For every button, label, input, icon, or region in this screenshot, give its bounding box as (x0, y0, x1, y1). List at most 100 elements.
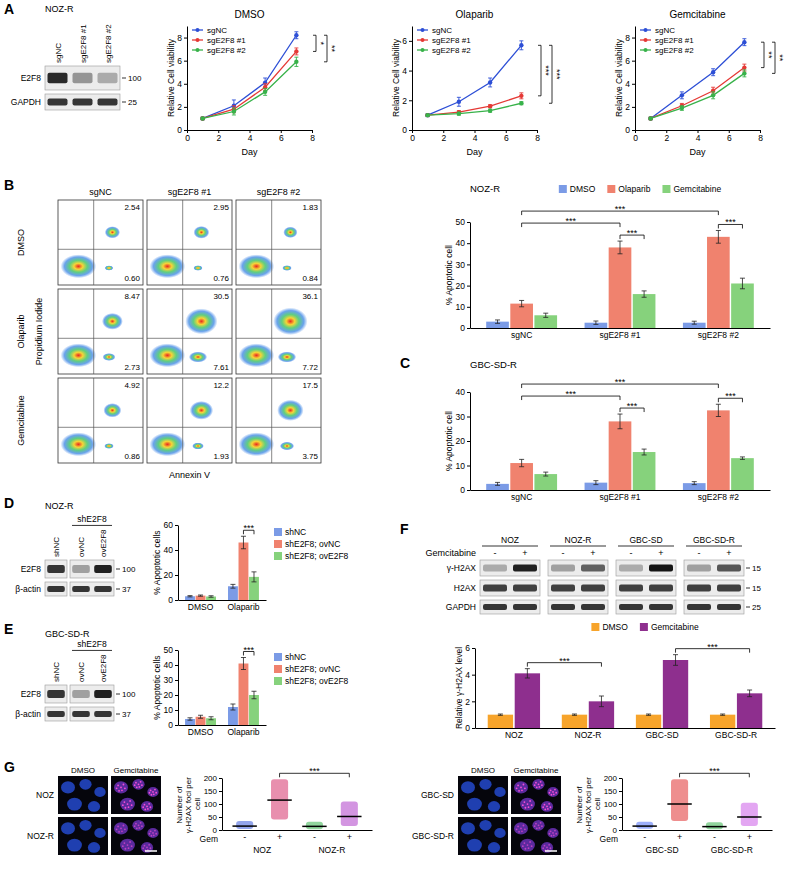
focus (554, 830, 556, 832)
row-name: E2F8 (21, 689, 42, 699)
marker (294, 33, 298, 37)
quadrant-value: 0.60 (124, 274, 140, 283)
legend-swatch (274, 665, 282, 673)
image-tile (111, 817, 161, 855)
focus (116, 828, 118, 830)
tick-mark (175, 680, 178, 681)
axis-line (470, 393, 471, 491)
band (483, 604, 507, 610)
tick: - (713, 830, 716, 842)
legend: sgNCsgE2F8 #1sgE2F8 #2 (192, 26, 246, 55)
error-bar (740, 457, 745, 459)
series-line (203, 62, 297, 119)
population (277, 400, 303, 421)
focus (122, 804, 124, 806)
focus (121, 789, 123, 791)
axis-title: Number of γ-H2AX foci per cell (575, 775, 602, 833)
tick-mark (467, 286, 470, 287)
tick-label: 2 (177, 102, 182, 112)
legend-label: shE2F8; ovNC (285, 539, 340, 549)
lane-label: + (590, 548, 595, 558)
error-bar (294, 32, 298, 39)
band (649, 564, 673, 571)
focus (550, 830, 552, 832)
tick-label: 30 (164, 675, 174, 685)
panel-letter: C (400, 355, 410, 371)
range-band (706, 822, 723, 829)
panel-letter: F (400, 521, 409, 537)
tick-label: 100 (604, 800, 618, 809)
tick: sgE2F8 #1 (599, 328, 640, 340)
tick-label: 10 (164, 705, 174, 715)
tick: + (677, 830, 682, 842)
tick: 50 (608, 813, 622, 822)
focus (531, 845, 533, 847)
axis-title: Number of γ-H2AX foci per cell (175, 775, 202, 833)
significance: ** (764, 51, 774, 59)
tick-mark (467, 466, 470, 467)
significance: ** (775, 54, 785, 62)
tick-label: 30 (456, 412, 466, 422)
focus (153, 793, 155, 795)
tick-mark (467, 328, 470, 329)
membrane (45, 582, 67, 596)
band (72, 711, 90, 717)
axis: sgNCsgE2F8 #1sgE2F8 #2 (471, 328, 771, 340)
tick: 50 (208, 813, 222, 822)
significance-bracket (761, 42, 764, 67)
tick: 2 (441, 130, 446, 143)
focus (540, 822, 542, 824)
significance: *** (552, 69, 562, 80)
error-bar (294, 57, 298, 66)
nucleus (79, 779, 91, 790)
focus (517, 785, 519, 787)
tick-mark (467, 417, 470, 418)
error-bar (618, 241, 623, 254)
tick-label: 4 (248, 133, 253, 143)
lane-label: + (726, 548, 731, 558)
tick-label: - (243, 832, 246, 842)
axis-title-line: % Apoptotic cell (444, 245, 454, 305)
membrane (548, 600, 608, 614)
population (104, 443, 114, 449)
row-label: NOZ-R (27, 831, 54, 841)
focus (117, 826, 119, 828)
series-line (428, 45, 522, 115)
error-bar (692, 482, 697, 485)
tick: 2 (402, 96, 412, 106)
gate-line (182, 200, 183, 285)
significance: *** (243, 645, 254, 655)
quadrant-value: 17.5 (302, 381, 318, 390)
population (61, 254, 97, 278)
error-bar (457, 97, 461, 106)
legend-marker (421, 48, 425, 52)
tick-mark (409, 71, 412, 72)
population (193, 265, 202, 271)
tick-mark (219, 791, 222, 792)
tick-mark (632, 38, 635, 39)
error-bar (519, 41, 523, 50)
band (47, 690, 65, 698)
focus (525, 807, 527, 809)
legend: DMSOOlaparibGemcitabine (559, 184, 722, 194)
focus (546, 806, 548, 808)
tick-label: sgE2F8 #2 (698, 330, 739, 340)
tick-mark (175, 710, 178, 711)
tick: - (643, 830, 646, 842)
axis-title: % Apoptotic cells (152, 530, 162, 594)
error-bar (742, 70, 746, 77)
band (483, 564, 507, 571)
row-label: GBC-SD-R (412, 831, 454, 841)
tick: 60 (164, 520, 178, 530)
axis: DMSOOlaparib (179, 600, 267, 612)
tick: 150 (604, 787, 622, 796)
panel-letter: D (4, 495, 14, 511)
flow-tile (147, 378, 232, 463)
focus (535, 782, 537, 784)
error-bar (593, 481, 598, 485)
focus (138, 783, 140, 785)
gate-line (182, 289, 183, 374)
legend-label: sgE2F8 #2 (207, 46, 246, 55)
mean-line (702, 826, 726, 828)
tick: 2 (664, 130, 669, 143)
